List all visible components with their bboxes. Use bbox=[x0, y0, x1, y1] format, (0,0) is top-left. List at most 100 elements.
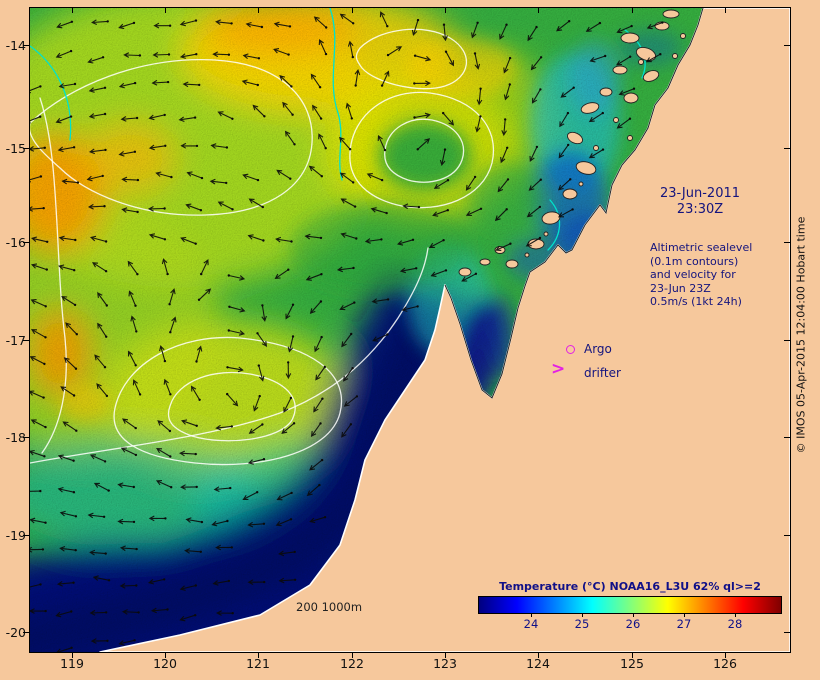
velocity-arrow bbox=[273, 48, 289, 56]
velocity-arrow-tail-dot bbox=[163, 238, 167, 241]
axis-tick bbox=[23, 340, 29, 341]
velocity-arrow-tail-dot bbox=[353, 301, 356, 304]
velocity-arrow bbox=[399, 267, 417, 274]
velocity-arrow-tail-dot bbox=[104, 552, 107, 555]
velocity-arrow-tail-dot bbox=[566, 111, 570, 115]
velocity-arrow bbox=[56, 21, 73, 29]
velocity-arrow-tail-dot bbox=[630, 24, 633, 28]
axis-tick bbox=[258, 8, 259, 13]
velocity-arrow bbox=[499, 24, 507, 40]
axis-tick bbox=[258, 653, 259, 658]
velocity-arrow bbox=[148, 144, 166, 151]
velocity-arrow bbox=[503, 84, 511, 101]
velocity-arrow bbox=[372, 333, 388, 342]
velocity-arrow-tail-dot bbox=[168, 303, 171, 306]
velocity-arrow bbox=[30, 449, 45, 457]
y-tick-label: -17 bbox=[5, 333, 26, 348]
velocity-arrow bbox=[274, 269, 289, 280]
velocity-arrow bbox=[258, 365, 265, 382]
velocity-arrow bbox=[588, 149, 604, 159]
velocity-arrow-tail-dot bbox=[325, 26, 328, 29]
y-tick-label: -16 bbox=[5, 235, 26, 250]
velocity-arrow bbox=[411, 19, 419, 37]
velocity-arrow-tail-dot bbox=[256, 491, 259, 494]
velocity-arrow bbox=[30, 263, 47, 271]
velocity-arrow-tail-dot bbox=[291, 303, 295, 306]
velocity-arrow-tail-dot bbox=[256, 83, 259, 87]
velocity-arrow-tail-dot bbox=[353, 205, 357, 208]
velocity-arrow bbox=[58, 235, 76, 242]
velocity-arrow-tail-dot bbox=[230, 546, 233, 549]
velocity-arrow-tail-dot bbox=[293, 578, 297, 581]
velocity-arrow-tail-dot bbox=[227, 579, 231, 583]
axis-tick bbox=[784, 242, 790, 243]
velocity-arrow-tail-dot bbox=[41, 548, 45, 551]
velocity-arrow bbox=[433, 179, 449, 189]
velocity-arrow bbox=[304, 233, 322, 240]
velocity-arrow bbox=[371, 298, 389, 304]
velocity-arrow bbox=[474, 53, 481, 70]
velocity-arrow-tail-dot bbox=[44, 425, 47, 429]
velocity-arrow bbox=[212, 580, 229, 586]
axis-tick bbox=[23, 535, 29, 536]
velocity-arrow-tail-dot bbox=[229, 486, 232, 490]
velocity-arrow bbox=[119, 583, 137, 589]
velocity-arrow-tail-dot bbox=[166, 272, 169, 276]
velocity-arrow-tail-dot bbox=[138, 393, 142, 396]
velocity-arrow-tail-dot bbox=[103, 205, 106, 208]
velocity-arrow bbox=[312, 104, 322, 119]
velocity-arrow bbox=[257, 332, 268, 347]
velocity-arrow bbox=[528, 179, 542, 191]
velocity-arrow bbox=[57, 146, 75, 153]
velocity-arrow bbox=[127, 260, 138, 275]
velocity-arrow-tail-dot bbox=[476, 21, 479, 24]
velocity-arrow-tail-dot bbox=[289, 396, 293, 400]
velocity-arrow bbox=[119, 545, 137, 552]
velocity-arrow-tail-dot bbox=[290, 240, 293, 243]
velocity-arrow-tail-dot bbox=[70, 646, 73, 649]
velocity-arrow bbox=[30, 299, 46, 307]
velocity-arrow bbox=[97, 322, 107, 337]
velocity-arrow-tail-dot bbox=[632, 87, 636, 90]
velocity-arrow bbox=[30, 583, 41, 590]
velocity-arrow bbox=[169, 288, 176, 305]
velocity-arrow bbox=[212, 51, 229, 58]
velocity-arrow-tail-dot bbox=[74, 549, 77, 552]
velocity-arrow-tail-dot bbox=[261, 205, 264, 209]
velocity-arrow-tail-dot bbox=[385, 211, 388, 215]
velocity-arrow-tail-dot bbox=[598, 21, 602, 25]
velocity-arrow-tail-dot bbox=[43, 146, 46, 149]
velocity-arrow bbox=[646, 22, 663, 30]
velocity-arrow-tail-dot bbox=[133, 639, 136, 642]
velocity-arrow bbox=[229, 306, 246, 313]
velocity-arrow-tail-dot bbox=[319, 117, 323, 120]
velocity-arrow bbox=[476, 88, 483, 106]
velocity-arrow-tail-dot bbox=[227, 274, 230, 277]
velocity-arrow bbox=[495, 243, 511, 251]
velocity-arrow-tail-dot bbox=[227, 53, 231, 56]
velocity-arrow-tail-dot bbox=[386, 333, 389, 336]
velocity-arrow bbox=[465, 176, 476, 191]
axis-tick bbox=[784, 535, 790, 536]
velocity-arrow bbox=[200, 259, 209, 275]
velocity-arrow bbox=[313, 398, 323, 413]
velocity-arrow-tail-dot bbox=[72, 394, 76, 397]
velocity-arrow-tail-dot bbox=[355, 395, 359, 398]
velocity-arrow bbox=[585, 22, 601, 32]
velocity-arrow bbox=[343, 395, 358, 407]
velocity-arrow bbox=[494, 208, 508, 222]
velocity-arrow-tail-dot bbox=[226, 366, 229, 369]
velocity-arrow-tail-dot bbox=[195, 53, 198, 56]
velocity-arrow-tail-dot bbox=[73, 82, 77, 86]
velocity-arrow-tail-dot bbox=[43, 455, 46, 458]
velocity-arrow bbox=[428, 239, 444, 248]
velocity-arrow-tail-dot bbox=[383, 148, 387, 152]
velocity-arrow bbox=[65, 322, 78, 335]
velocity-arrow bbox=[30, 356, 45, 365]
velocity-arrow-tail-dot bbox=[135, 584, 138, 587]
velocity-arrow-tail-dot bbox=[479, 207, 483, 210]
velocity-arrow bbox=[310, 73, 321, 88]
velocity-arrow bbox=[88, 113, 106, 119]
velocity-arrow-tail-dot bbox=[195, 144, 199, 148]
